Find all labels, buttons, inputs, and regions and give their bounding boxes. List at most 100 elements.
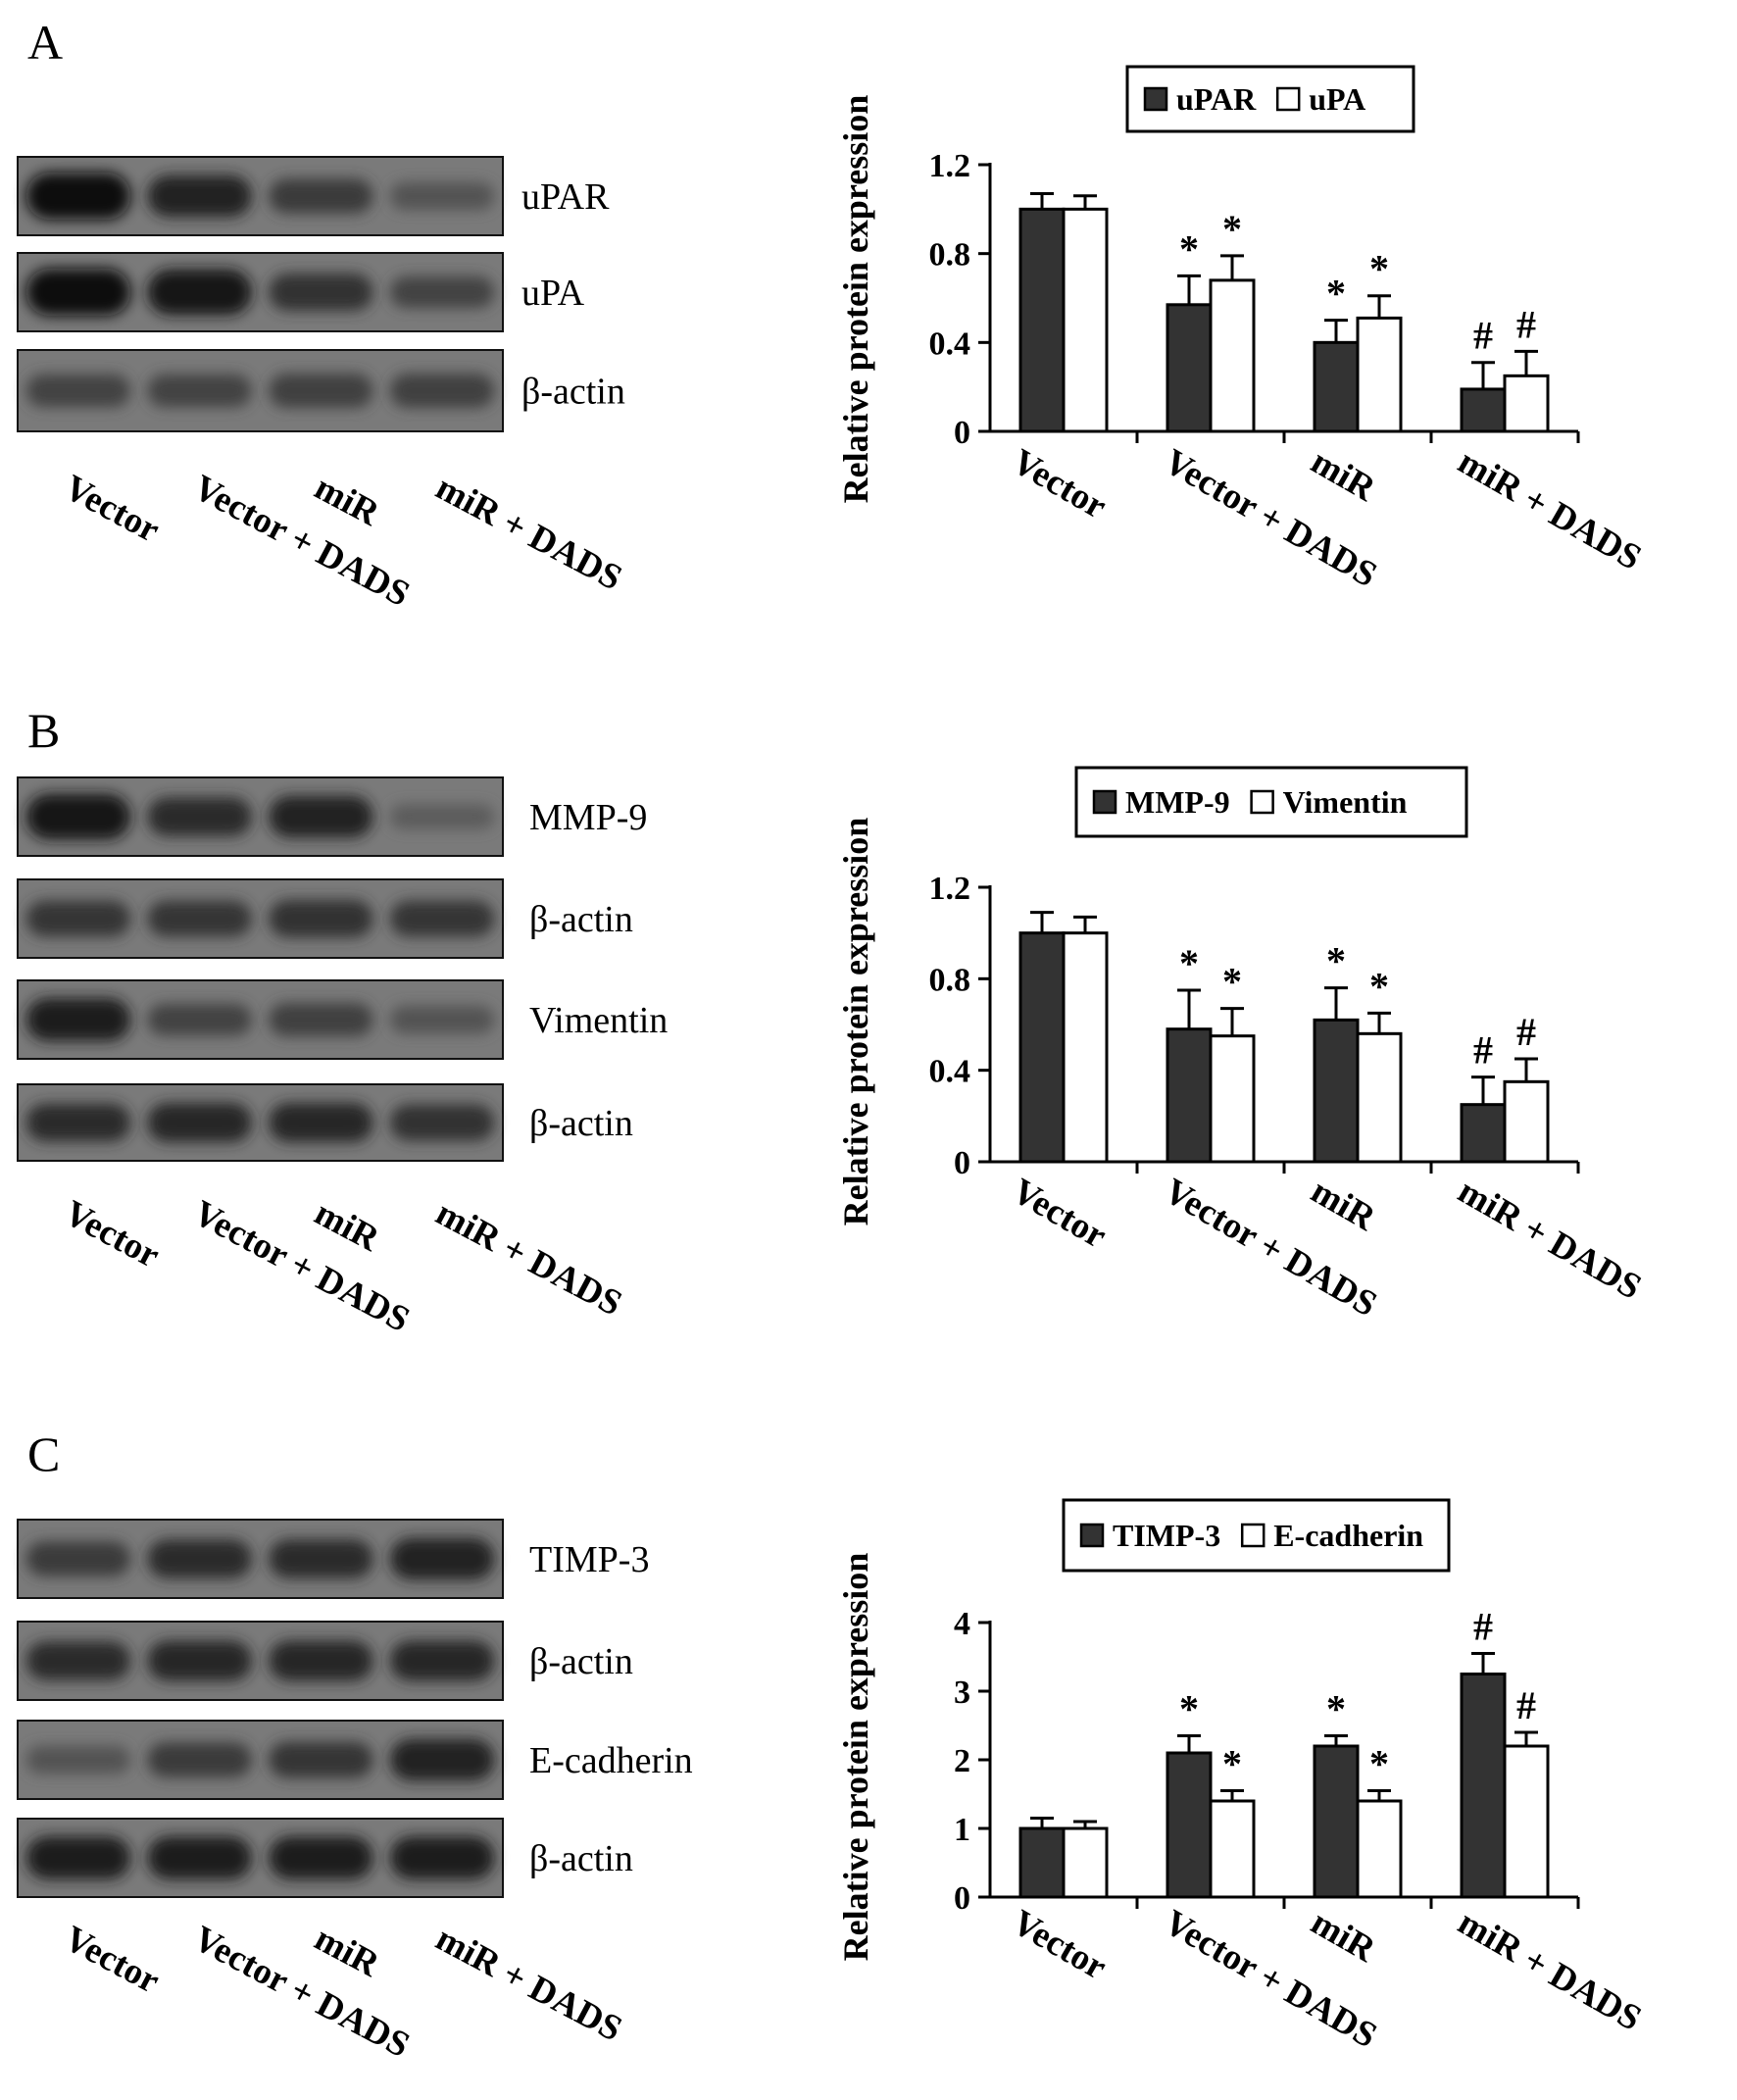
- blot-strip: uPAR: [17, 156, 610, 236]
- y-tick-label: 1: [954, 1812, 970, 1848]
- significance-mark: *: [1179, 1687, 1199, 1731]
- significance-mark: #: [1473, 1605, 1493, 1649]
- legend-label: E-cadherin: [1273, 1518, 1423, 1553]
- y-tick-label: 3: [954, 1675, 970, 1711]
- lane-label: miR + DADS: [429, 1193, 628, 1325]
- significance-mark: #: [1516, 1010, 1536, 1054]
- significance-mark: *: [1179, 226, 1199, 271]
- y-tick-label: 0: [954, 415, 970, 451]
- significance-mark: *: [1222, 207, 1242, 251]
- blot-band: [389, 1537, 495, 1580]
- bar-chart: 0 1 2 3 4 Relative protein expression Vector * *…: [836, 1498, 1648, 2056]
- y-tick-label: 4: [954, 1606, 970, 1642]
- bar: [1503, 374, 1550, 433]
- significance-mark: *: [1369, 964, 1389, 1008]
- lane-label: Vector + DADS: [187, 468, 417, 615]
- blot-band: [389, 804, 495, 829]
- blot-band: [147, 797, 252, 836]
- significance-mark: *: [1179, 941, 1199, 985]
- legend-label: TIMP-3: [1113, 1518, 1220, 1553]
- blot-band: [147, 374, 252, 408]
- legend-swatch: [1275, 86, 1301, 112]
- blot-band: [147, 1103, 252, 1142]
- blot-label: β-actin: [529, 1641, 633, 1682]
- panel-letter: B: [27, 703, 60, 758]
- significance-mark: #: [1473, 314, 1493, 358]
- significance-mark: #: [1473, 1028, 1493, 1073]
- legend-box: [1125, 65, 1415, 133]
- significance-mark: *: [1222, 960, 1242, 1004]
- blot-label: β-actin: [529, 1103, 633, 1144]
- bar: [1313, 1018, 1360, 1164]
- category-label: miR: [1305, 441, 1383, 510]
- category-label: Vector: [1006, 441, 1114, 526]
- blot-band: [389, 1005, 495, 1034]
- bar: [1313, 1744, 1360, 1899]
- blot-band: [25, 793, 131, 840]
- bar: [1460, 387, 1507, 433]
- blot-label: MMP-9: [529, 797, 647, 838]
- blot-band: [269, 178, 373, 214]
- blot-label: uPAR: [521, 176, 610, 218]
- blot-band: [25, 374, 131, 408]
- significance-mark: #: [1516, 302, 1536, 346]
- legend: MMP-9 Vimentin: [1074, 766, 1468, 838]
- significance-mark: *: [1326, 1687, 1346, 1731]
- blot-label: β-actin: [529, 1838, 633, 1879]
- legend-label: uPAR: [1176, 81, 1257, 117]
- blot-band: [389, 900, 495, 937]
- blot-strip: MMP-9: [17, 776, 647, 857]
- blot-band: [25, 998, 131, 1041]
- bar: [1018, 207, 1066, 433]
- blot-strip: E-cadherin: [17, 1720, 693, 1800]
- significance-mark: *: [1369, 247, 1389, 291]
- bar: [1460, 1103, 1507, 1164]
- blot-band: [389, 275, 495, 309]
- legend-label: MMP-9: [1125, 784, 1230, 820]
- bar: [1313, 340, 1360, 433]
- lane-label: miR: [308, 468, 386, 535]
- blot-band: [389, 1836, 495, 1879]
- y-tick-label: 1.2: [929, 871, 971, 907]
- bar: [1209, 278, 1256, 433]
- blot-band: [147, 269, 252, 316]
- y-tick-label: 1.2: [929, 148, 971, 184]
- legend-label: uPA: [1309, 81, 1365, 117]
- lane-label: Vector + DADS: [187, 1193, 417, 1340]
- blot-band: [147, 1742, 252, 1777]
- bar: [1018, 931, 1066, 1164]
- legend-swatch: [1092, 789, 1117, 815]
- bar: [1062, 1826, 1109, 1899]
- panel-letter: A: [27, 15, 63, 70]
- blot-band: [389, 181, 495, 211]
- legend-label: Vimentin: [1283, 784, 1408, 820]
- blot-band: [389, 1640, 495, 1681]
- y-tick-label: 0.8: [929, 237, 971, 274]
- lane-label: Vector: [58, 1919, 167, 2002]
- bar: [1018, 1826, 1066, 1899]
- bar-chart: 0 0.4 0.8 1.2 Relative protein expression Vec…: [836, 65, 1648, 595]
- y-tick-label: 0: [954, 1880, 970, 1917]
- blot-strip: β-actin: [17, 349, 625, 432]
- blot-band: [269, 1539, 373, 1578]
- blot-band: [269, 1103, 373, 1142]
- y-tick-label: 0: [954, 1145, 970, 1181]
- blot-band: [147, 1640, 252, 1681]
- blot-strip: TIMP-3: [17, 1519, 649, 1599]
- panel-letter: C: [27, 1426, 60, 1481]
- blot-band: [25, 1836, 131, 1879]
- bar: [1503, 1079, 1550, 1164]
- blot-band: [147, 900, 252, 937]
- lane-label: miR + DADS: [429, 468, 628, 599]
- blot-label: TIMP-3: [529, 1539, 649, 1580]
- blot-label: E-cadherin: [529, 1740, 693, 1781]
- blot-band: [269, 1640, 373, 1681]
- y-axis-label: Relative protein expression: [836, 818, 875, 1226]
- blot-band: [269, 273, 373, 312]
- bar: [1209, 1034, 1256, 1164]
- blot-band: [25, 269, 131, 316]
- blot-strip: β-actin: [17, 878, 633, 959]
